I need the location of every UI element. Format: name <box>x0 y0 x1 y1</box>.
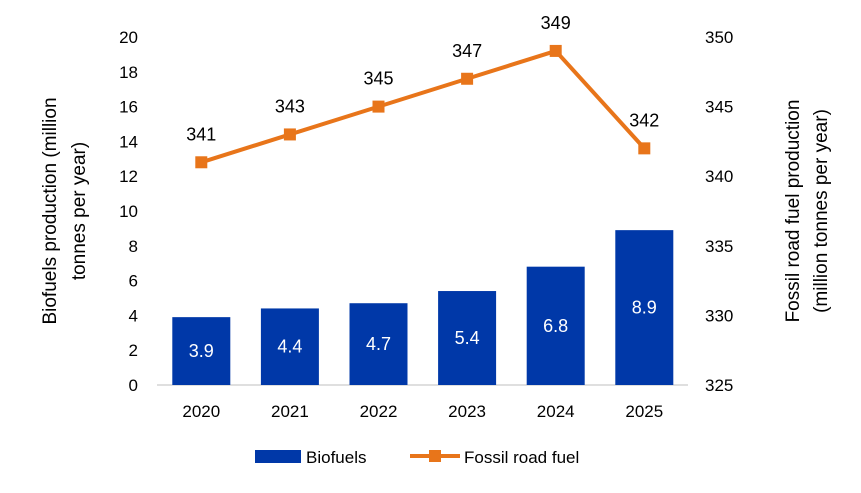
bar-biofuels <box>260 308 319 385</box>
left-axis-title-line1: Biofuels production (million <box>40 97 61 324</box>
x-tick-label: 2022 <box>360 402 398 421</box>
left-tick-label: 16 <box>119 98 138 117</box>
right-axis-title-line1: Fossil road fuel production <box>783 100 804 323</box>
right-tick-label: 340 <box>705 167 733 186</box>
right-tick-label: 350 <box>705 28 733 47</box>
left-tick-label: 2 <box>129 341 138 360</box>
bar-data-label: 6.8 <box>543 316 568 336</box>
left-tick-label: 6 <box>129 272 138 291</box>
bar-data-label: 8.9 <box>632 298 657 318</box>
x-tick-label: 2020 <box>182 402 220 421</box>
bar-biofuels <box>349 303 408 385</box>
left-tick-label: 8 <box>129 237 138 256</box>
marker-fossil-road-fuel <box>461 72 474 85</box>
marker-fossil-road-fuel <box>549 44 562 57</box>
legend-label-biofuels: Biofuels <box>306 448 366 467</box>
line-data-label: 345 <box>363 69 393 89</box>
legend-swatch-biofuels <box>255 450 301 463</box>
bar-data-label: 4.4 <box>277 337 302 357</box>
legend-swatch-fossil-marker <box>429 450 441 462</box>
line-data-label: 343 <box>275 96 305 116</box>
bar-data-label: 3.9 <box>189 341 214 361</box>
x-tick-label: 2021 <box>271 402 309 421</box>
bar-biofuels <box>172 317 231 385</box>
right-tick-label: 325 <box>705 376 733 395</box>
right-tick-label: 330 <box>705 306 733 325</box>
left-axis-title-line2: tonnes per year) <box>69 142 90 280</box>
left-tick-label: 20 <box>119 28 138 47</box>
line-data-label: 349 <box>541 13 571 33</box>
bar-data-label: 5.4 <box>455 328 480 348</box>
left-tick-label: 12 <box>119 167 138 186</box>
left-tick-label: 4 <box>129 306 138 325</box>
left-tick-label: 14 <box>119 132 138 151</box>
marker-fossil-road-fuel <box>372 100 385 113</box>
bar-biofuels <box>438 291 497 385</box>
legend-label-fossil: Fossil road fuel <box>464 448 579 467</box>
right-axis-title-line2: (million tonnes per year) <box>811 109 832 313</box>
legend: Biofuels Fossil road fuel <box>255 448 579 467</box>
line-data-label: 347 <box>452 41 482 61</box>
bar-biofuels <box>615 230 674 385</box>
left-tick-label: 10 <box>119 202 138 221</box>
right-tick-label: 335 <box>705 237 733 256</box>
marker-fossil-road-fuel <box>638 142 651 155</box>
x-tick-label: 2025 <box>625 402 663 421</box>
line-data-label: 342 <box>629 110 659 130</box>
bar-data-label: 4.7 <box>366 334 391 354</box>
marker-fossil-road-fuel <box>283 128 296 141</box>
x-tick-label: 2023 <box>448 402 486 421</box>
right-tick-label: 345 <box>705 98 733 117</box>
x-tick-label: 2024 <box>537 402 575 421</box>
line-fossil-road-fuel <box>200 48 646 165</box>
left-tick-label: 18 <box>119 63 138 82</box>
line-data-label: 341 <box>186 124 216 144</box>
left-tick-label: 0 <box>129 376 138 395</box>
bar-biofuels <box>526 266 585 385</box>
marker-fossil-road-fuel <box>195 156 208 169</box>
